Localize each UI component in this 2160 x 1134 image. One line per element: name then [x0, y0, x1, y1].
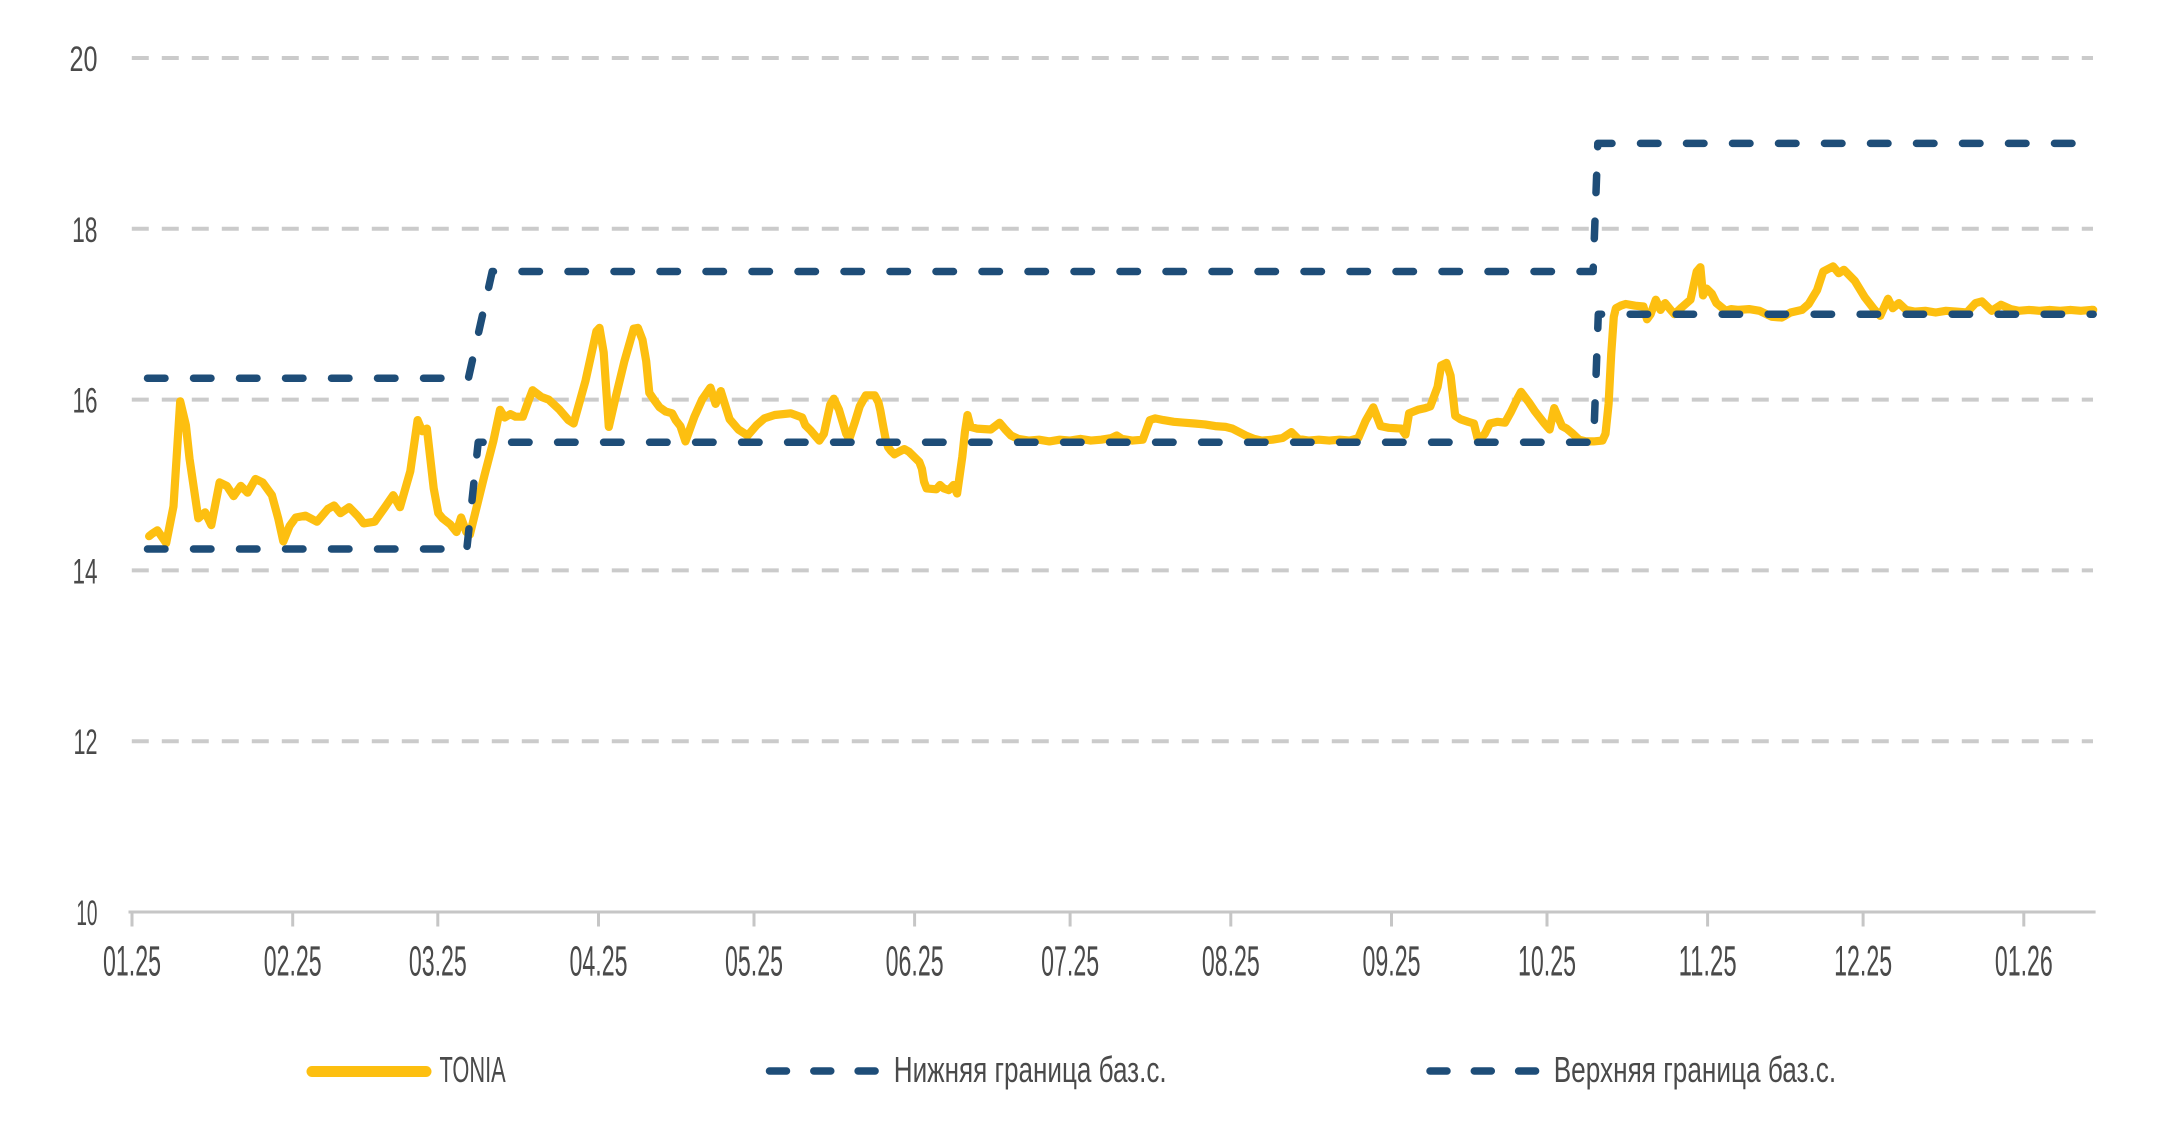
svg-text:07.25: 07.25	[1041, 938, 1099, 985]
svg-text:Нижняя граница баз.с.: Нижняя граница баз.с.	[894, 1050, 1167, 1090]
svg-text:14: 14	[72, 552, 97, 591]
svg-text:03.25: 03.25	[409, 938, 467, 985]
svg-text:05.25: 05.25	[725, 938, 783, 985]
svg-text:01.25: 01.25	[103, 938, 161, 985]
svg-text:Верхняя граница баз.с.: Верхняя граница баз.с.	[1554, 1050, 1836, 1090]
svg-text:10.25: 10.25	[1518, 938, 1576, 985]
svg-text:12.25: 12.25	[1834, 938, 1892, 985]
svg-text:12: 12	[74, 724, 98, 763]
svg-text:06.25: 06.25	[886, 938, 944, 985]
svg-text:18: 18	[72, 211, 97, 250]
svg-text:02.25: 02.25	[264, 938, 322, 985]
svg-text:09.25: 09.25	[1363, 938, 1421, 985]
svg-text:16: 16	[72, 382, 97, 421]
svg-text:20: 20	[70, 40, 98, 79]
svg-text:01.26: 01.26	[1995, 938, 2053, 985]
svg-text:04.25: 04.25	[570, 938, 628, 985]
svg-text:08.25: 08.25	[1202, 938, 1260, 985]
svg-text:11.25: 11.25	[1679, 939, 1737, 986]
svg-text:10: 10	[76, 893, 97, 933]
svg-text:TONIA: TONIA	[440, 1051, 506, 1091]
